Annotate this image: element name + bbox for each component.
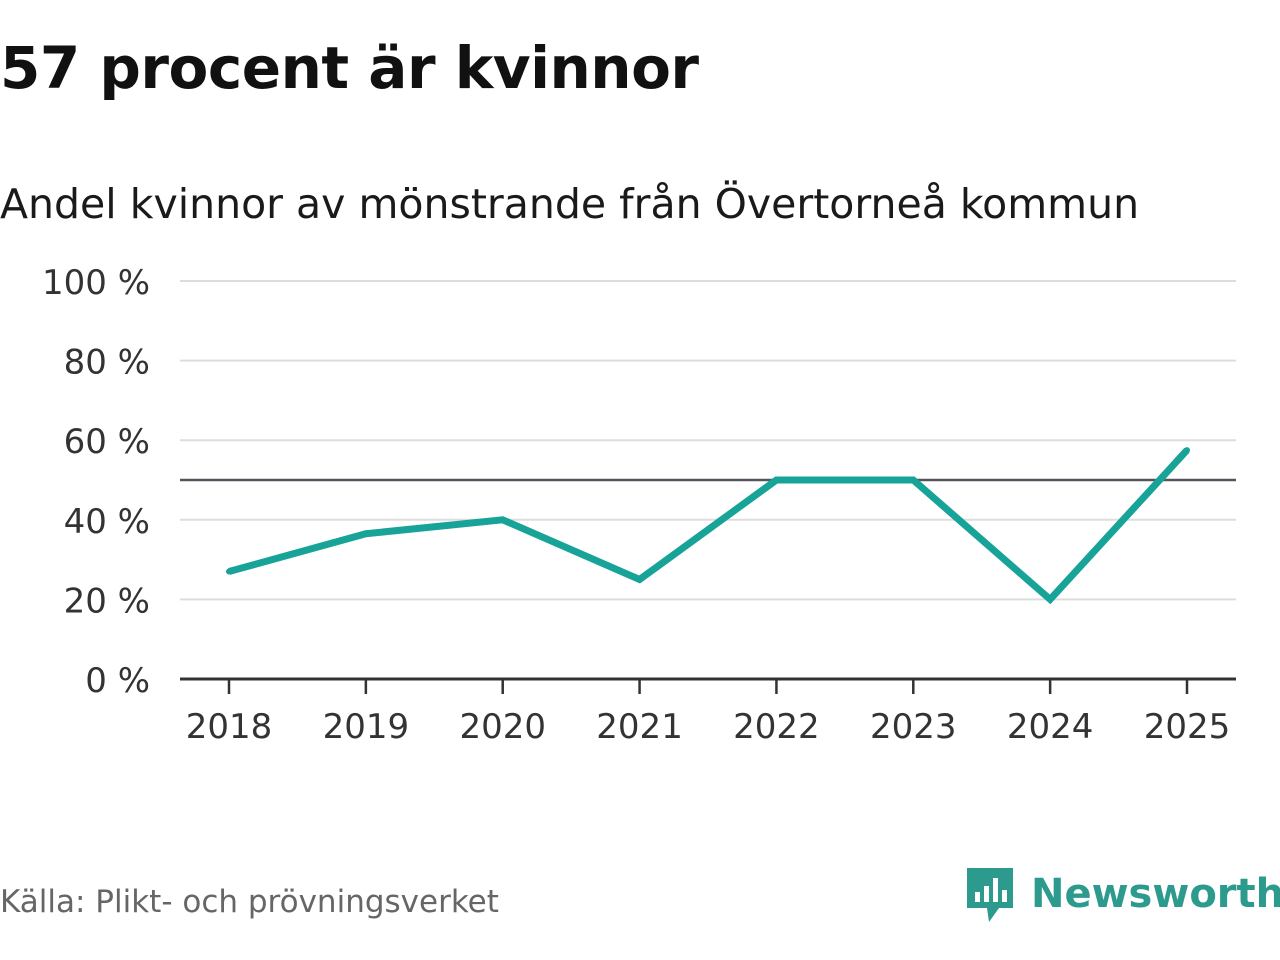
x-axis bbox=[180, 677, 1236, 694]
chart-subtitle: Andel kvinnor av mönstrande från Övertor… bbox=[0, 180, 1140, 228]
data-point bbox=[910, 477, 917, 483]
data-point bbox=[499, 516, 506, 523]
x-tick-label: 2021 bbox=[596, 707, 683, 747]
brand-logo: Newsworthy bbox=[965, 864, 1280, 924]
y-tick-label: 20 % bbox=[64, 581, 150, 621]
y-tick-label: 40 % bbox=[64, 502, 150, 542]
y-tick-label: 60 % bbox=[64, 422, 150, 462]
x-tick-label: 2020 bbox=[459, 707, 546, 747]
line-chart: 0 % 20 % 40 % 60 % 80 % 100 % 2018 2019 2020 202… bbox=[42, 263, 1236, 747]
y-axis-tick-labels: 0 % 20 % 40 % 60 % 80 % 100 % bbox=[42, 263, 150, 701]
x-tick-label: 2023 bbox=[870, 707, 957, 747]
y-tick-label: 80 % bbox=[64, 343, 150, 383]
data-point bbox=[1184, 447, 1190, 454]
data-point bbox=[362, 530, 369, 537]
y-tick-label: 0 % bbox=[85, 661, 150, 701]
y-tick-label: 100 % bbox=[42, 263, 150, 303]
data-point bbox=[1047, 596, 1054, 603]
series-line bbox=[228, 447, 1190, 605]
gridlines bbox=[180, 280, 1236, 601]
x-tick-label: 2022 bbox=[733, 707, 820, 747]
chart-title: 57 procent är kvinnor bbox=[0, 34, 699, 102]
x-tick-label: 2024 bbox=[1007, 707, 1094, 747]
data-point bbox=[226, 568, 232, 575]
x-tick-label: 2019 bbox=[323, 707, 410, 747]
x-axis-tick-labels: 2018 2019 2020 2021 2022 2023 2024 2025 bbox=[186, 707, 1231, 747]
source-note: Källa: Plikt- och prövningsverket bbox=[0, 884, 499, 920]
data-point bbox=[636, 576, 643, 583]
data-point bbox=[773, 477, 780, 483]
x-tick-label: 2018 bbox=[186, 707, 273, 747]
x-tick-label: 2025 bbox=[1144, 707, 1231, 747]
newsworthy-logo-icon bbox=[967, 868, 1013, 922]
brand-name: Newsworthy bbox=[1031, 871, 1280, 917]
series-group bbox=[226, 447, 1190, 605]
